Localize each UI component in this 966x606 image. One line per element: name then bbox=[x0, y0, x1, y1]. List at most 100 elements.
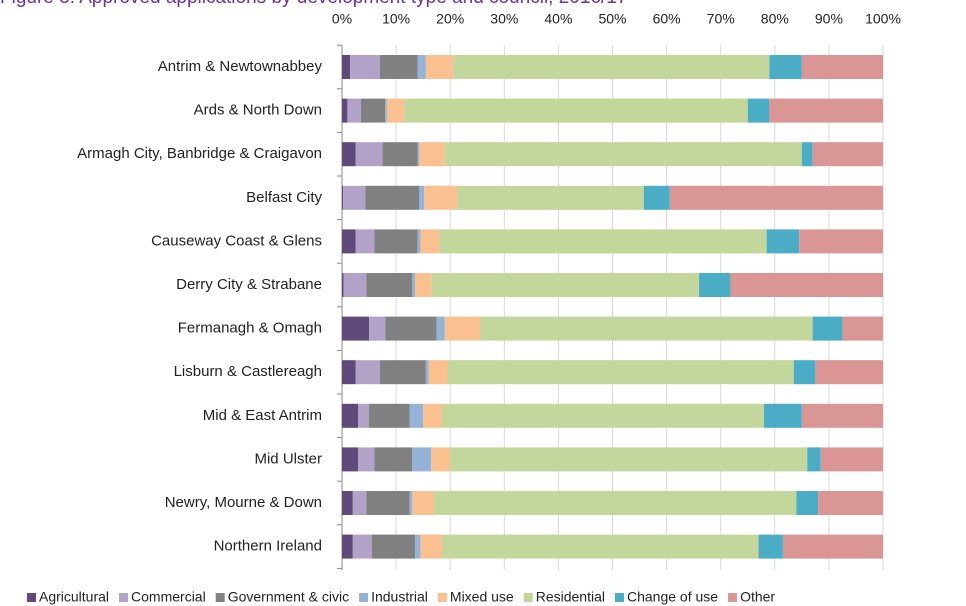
bar-segment bbox=[343, 273, 367, 297]
bar-segment bbox=[439, 229, 767, 254]
bar-segment bbox=[807, 447, 821, 472]
bar-segment bbox=[425, 360, 429, 385]
bar-segment bbox=[342, 98, 348, 123]
bar-segment bbox=[409, 491, 413, 515]
bar-segment bbox=[347, 98, 361, 123]
bar-segment bbox=[801, 55, 883, 79]
bar-segment bbox=[342, 491, 353, 515]
legend-swatch bbox=[523, 593, 533, 602]
bar-segment bbox=[352, 491, 367, 515]
bar-segment bbox=[412, 447, 432, 472]
bar-segment bbox=[355, 360, 380, 385]
x-tick-label: 50% bbox=[598, 11, 626, 27]
y-tick-label: Belfast City bbox=[246, 189, 322, 206]
bar-segment bbox=[342, 316, 370, 341]
bar-segment bbox=[417, 55, 426, 79]
bar-segment bbox=[412, 273, 416, 297]
bar-segment bbox=[386, 98, 405, 123]
bar-segment bbox=[801, 403, 883, 428]
bar-segment bbox=[350, 55, 380, 79]
bar-segment bbox=[342, 55, 351, 79]
bar-segment bbox=[730, 273, 883, 297]
x-tick-label: 90% bbox=[815, 11, 843, 27]
bar-segment bbox=[669, 185, 883, 210]
chart-title: Figure 3: Approved applications by devel… bbox=[0, 0, 627, 8]
y-tick-label: Armagh City, Banbridge & Craigavon bbox=[77, 145, 322, 162]
bar-segment bbox=[782, 534, 883, 559]
y-tick-label: Derry City & Strabane bbox=[176, 276, 322, 293]
bar-segment bbox=[842, 316, 883, 341]
bar-segment bbox=[820, 447, 883, 472]
legend-swatch bbox=[215, 593, 225, 602]
bar-segment bbox=[360, 98, 386, 123]
bar-segment bbox=[447, 360, 794, 385]
legend-label: Residential bbox=[536, 589, 605, 605]
bar-segment bbox=[417, 229, 421, 254]
bar-segment bbox=[442, 403, 764, 428]
bar-segment bbox=[352, 534, 372, 559]
bar-segment bbox=[404, 98, 748, 123]
legend-label: Agricultural bbox=[39, 589, 109, 605]
bar-segment bbox=[793, 360, 816, 385]
bar-segment bbox=[799, 229, 883, 254]
bar-segment bbox=[457, 185, 644, 210]
legend-swatch bbox=[728, 593, 738, 602]
bar-segment bbox=[342, 360, 356, 385]
legend-label: Other bbox=[740, 589, 775, 605]
bar-segment bbox=[769, 55, 802, 79]
bar-segment bbox=[423, 403, 443, 428]
bar-segment bbox=[763, 403, 802, 428]
legend-label: Industrial bbox=[371, 589, 428, 605]
bar-segment bbox=[452, 55, 770, 79]
bar-segment bbox=[812, 142, 883, 167]
y-tick-label: Northern Ireland bbox=[214, 538, 322, 555]
bar-segment bbox=[366, 491, 410, 515]
bar-segment bbox=[382, 142, 418, 167]
bar-segment bbox=[420, 229, 440, 254]
bar-segment bbox=[699, 273, 731, 297]
bar-segment bbox=[379, 55, 418, 79]
bar-segment bbox=[385, 316, 437, 341]
x-tick-label: 80% bbox=[761, 11, 789, 27]
x-tick-label: 60% bbox=[653, 11, 681, 27]
bar-segment bbox=[358, 447, 375, 472]
bar-segment bbox=[479, 316, 813, 341]
bar-segment bbox=[420, 534, 443, 559]
y-tick-label: Fermanagh & Omagh bbox=[178, 320, 322, 337]
bar-segment bbox=[355, 142, 383, 167]
x-tick-label: 70% bbox=[707, 11, 735, 27]
bar-segment bbox=[431, 447, 451, 472]
legend-swatch bbox=[437, 593, 447, 602]
x-tick-label: 0% bbox=[332, 11, 352, 27]
y-tick-label: Mid & East Antrim bbox=[203, 407, 322, 424]
bar-segment bbox=[444, 316, 480, 341]
y-tick-label: Newry, Mourne & Down bbox=[165, 494, 322, 511]
bar-segment bbox=[801, 142, 813, 167]
bar-segment bbox=[374, 229, 418, 254]
bar-segment bbox=[409, 403, 424, 428]
x-tick-label: 20% bbox=[436, 11, 464, 27]
legend-swatch bbox=[27, 593, 36, 602]
legend-swatch bbox=[614, 593, 624, 602]
y-tick-label: Ards & North Down bbox=[194, 102, 322, 119]
legend-label: Government & civic bbox=[228, 589, 349, 605]
bar-segment bbox=[747, 98, 770, 123]
bar-segment bbox=[343, 185, 366, 210]
bar-segment bbox=[342, 273, 344, 297]
bar-segment bbox=[369, 316, 386, 341]
bar-segment bbox=[412, 491, 434, 515]
bar-segment bbox=[450, 447, 808, 472]
bar-segment bbox=[415, 534, 421, 559]
bar-segment bbox=[425, 55, 453, 79]
bar-segment bbox=[342, 142, 356, 167]
bar-segment bbox=[355, 229, 375, 254]
bar-segment bbox=[442, 534, 759, 559]
bar-segment bbox=[342, 403, 359, 428]
bar-segment bbox=[419, 142, 445, 167]
bar-segment bbox=[424, 185, 458, 210]
bar-segment bbox=[769, 98, 883, 123]
bar-segment bbox=[419, 185, 425, 210]
legend-label: Mixed use bbox=[450, 589, 514, 605]
bar-segment bbox=[342, 534, 353, 559]
bar-segment bbox=[379, 360, 426, 385]
